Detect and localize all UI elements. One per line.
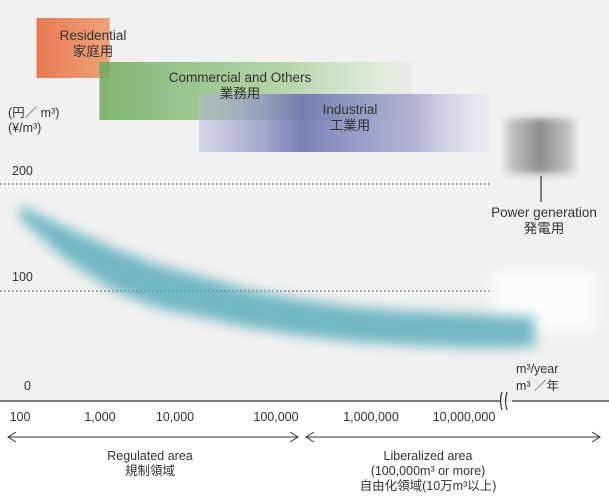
segment-label-power: Power generation 発電用 — [491, 205, 597, 237]
x-tick-label: 100 — [9, 410, 31, 424]
arrowhead-left — [305, 431, 315, 443]
y-unit-label-ja: (円／ m³) — [8, 106, 60, 120]
segment-label-industrial: Industrial 工業用 — [322, 102, 378, 134]
x-unit-label-en: m³/year — [516, 362, 559, 376]
y-tick-label: 100 — [12, 270, 33, 284]
x-tick-label: 1,000,000 — [343, 410, 399, 424]
x-tick-label: 10,000,000 — [432, 410, 496, 424]
segment-band-residential — [36, 18, 110, 78]
region-label-regulated: Regulated area 規制領域 — [107, 449, 193, 478]
region-label-liberalized: Liberalized area (100,000m³ or more) 自由化… — [359, 449, 497, 493]
x-tick-label: 10,000 — [155, 410, 195, 424]
y-unit-label-en: (¥/m³) — [8, 121, 42, 135]
y-tick-label: 200 — [12, 164, 33, 178]
arrowhead-right — [591, 431, 601, 443]
x-tick-label: 1,000 — [84, 410, 116, 424]
segment-band-power-generation — [505, 118, 575, 174]
x-tick-label: 100,000 — [253, 410, 299, 424]
axis-break-mark — [504, 391, 508, 411]
arrowhead-left — [7, 431, 17, 443]
segment-band-industrial — [198, 94, 491, 152]
price-band-area — [20, 205, 535, 348]
y-tick-label: 0 — [24, 379, 31, 393]
arrowhead-right — [289, 431, 299, 443]
axis-break-mark — [499, 391, 503, 411]
x-unit-label-ja: m³ ／年 — [516, 379, 560, 393]
segment-label-commercial: Commercial and Others 業務用 — [168, 70, 312, 102]
segment-label-residential: Residential 家庭用 — [59, 28, 127, 60]
